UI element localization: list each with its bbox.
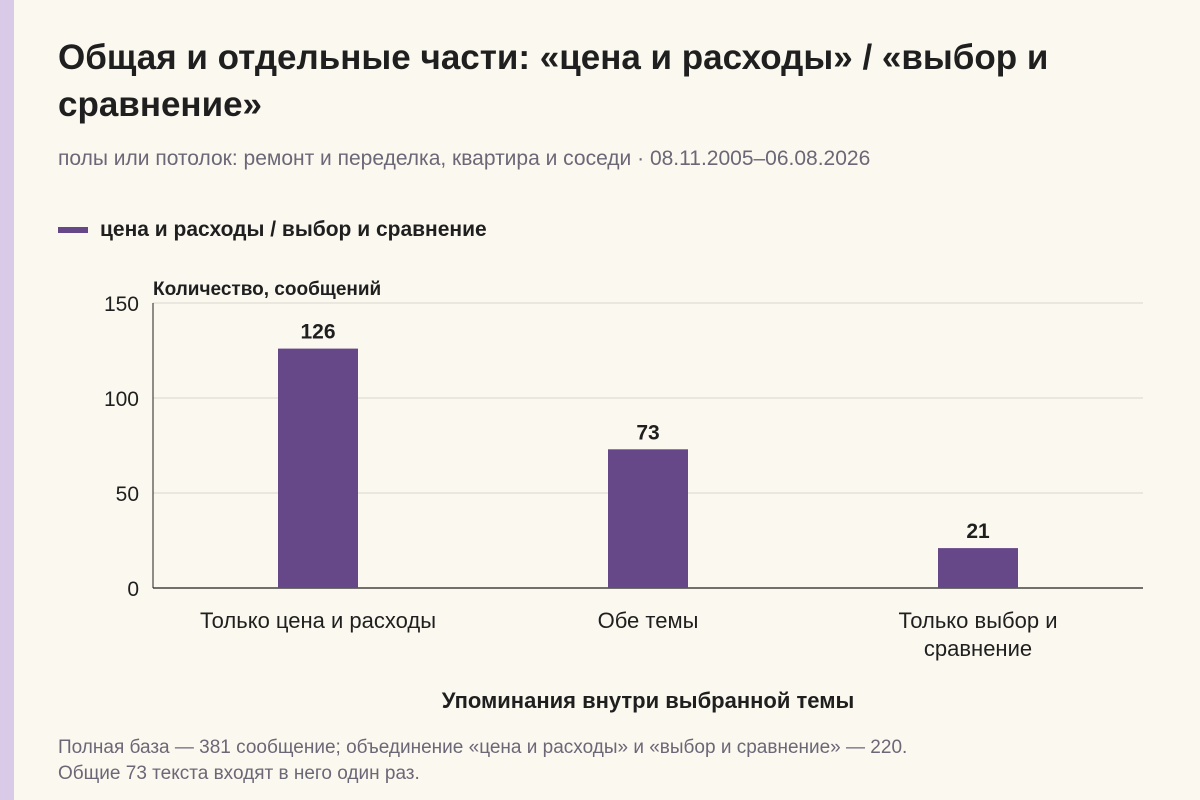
bar bbox=[608, 449, 688, 588]
footnote-line: Общие 73 текста входят в него один раз. bbox=[58, 763, 420, 784]
footnote-line: Полная база — 381 сообщение; объединение… bbox=[58, 737, 908, 758]
y-tick-label: 0 bbox=[127, 578, 139, 601]
data-label: 126 bbox=[300, 321, 335, 344]
y-tick-label: 150 bbox=[104, 293, 139, 316]
bar bbox=[938, 548, 1018, 588]
data-label: 21 bbox=[966, 520, 990, 543]
footnote: Полная база — 381 сообщение; объединение… bbox=[58, 735, 1158, 787]
data-label: 73 bbox=[636, 421, 659, 444]
chart-subtitle: полы или потолок: ремонт и переделка, кв… bbox=[58, 147, 871, 170]
accent-strip bbox=[0, 0, 14, 800]
x-tick-label: Только выбор и bbox=[899, 608, 1058, 633]
x-tick-label: Только цена и расходы bbox=[200, 608, 436, 633]
chart-title: Общая и отдельные части: «цена и расходы… bbox=[58, 38, 1049, 124]
y-tick-label: 50 bbox=[116, 483, 139, 506]
y-tick-label: 100 bbox=[104, 388, 139, 411]
y-axis-label: Количество, сообщений bbox=[153, 279, 381, 300]
x-tick-label: Обе темы bbox=[598, 608, 699, 633]
bar bbox=[278, 348, 358, 588]
legend-label: цена и расходы / выбор и сравнение bbox=[100, 218, 487, 241]
x-tick-label: сравнение bbox=[924, 636, 1032, 661]
legend-swatch bbox=[58, 227, 88, 233]
legend: цена и расходы / выбор и сравнение bbox=[58, 218, 487, 242]
x-axis-label: Упоминания внутри выбранной темы bbox=[442, 688, 855, 713]
